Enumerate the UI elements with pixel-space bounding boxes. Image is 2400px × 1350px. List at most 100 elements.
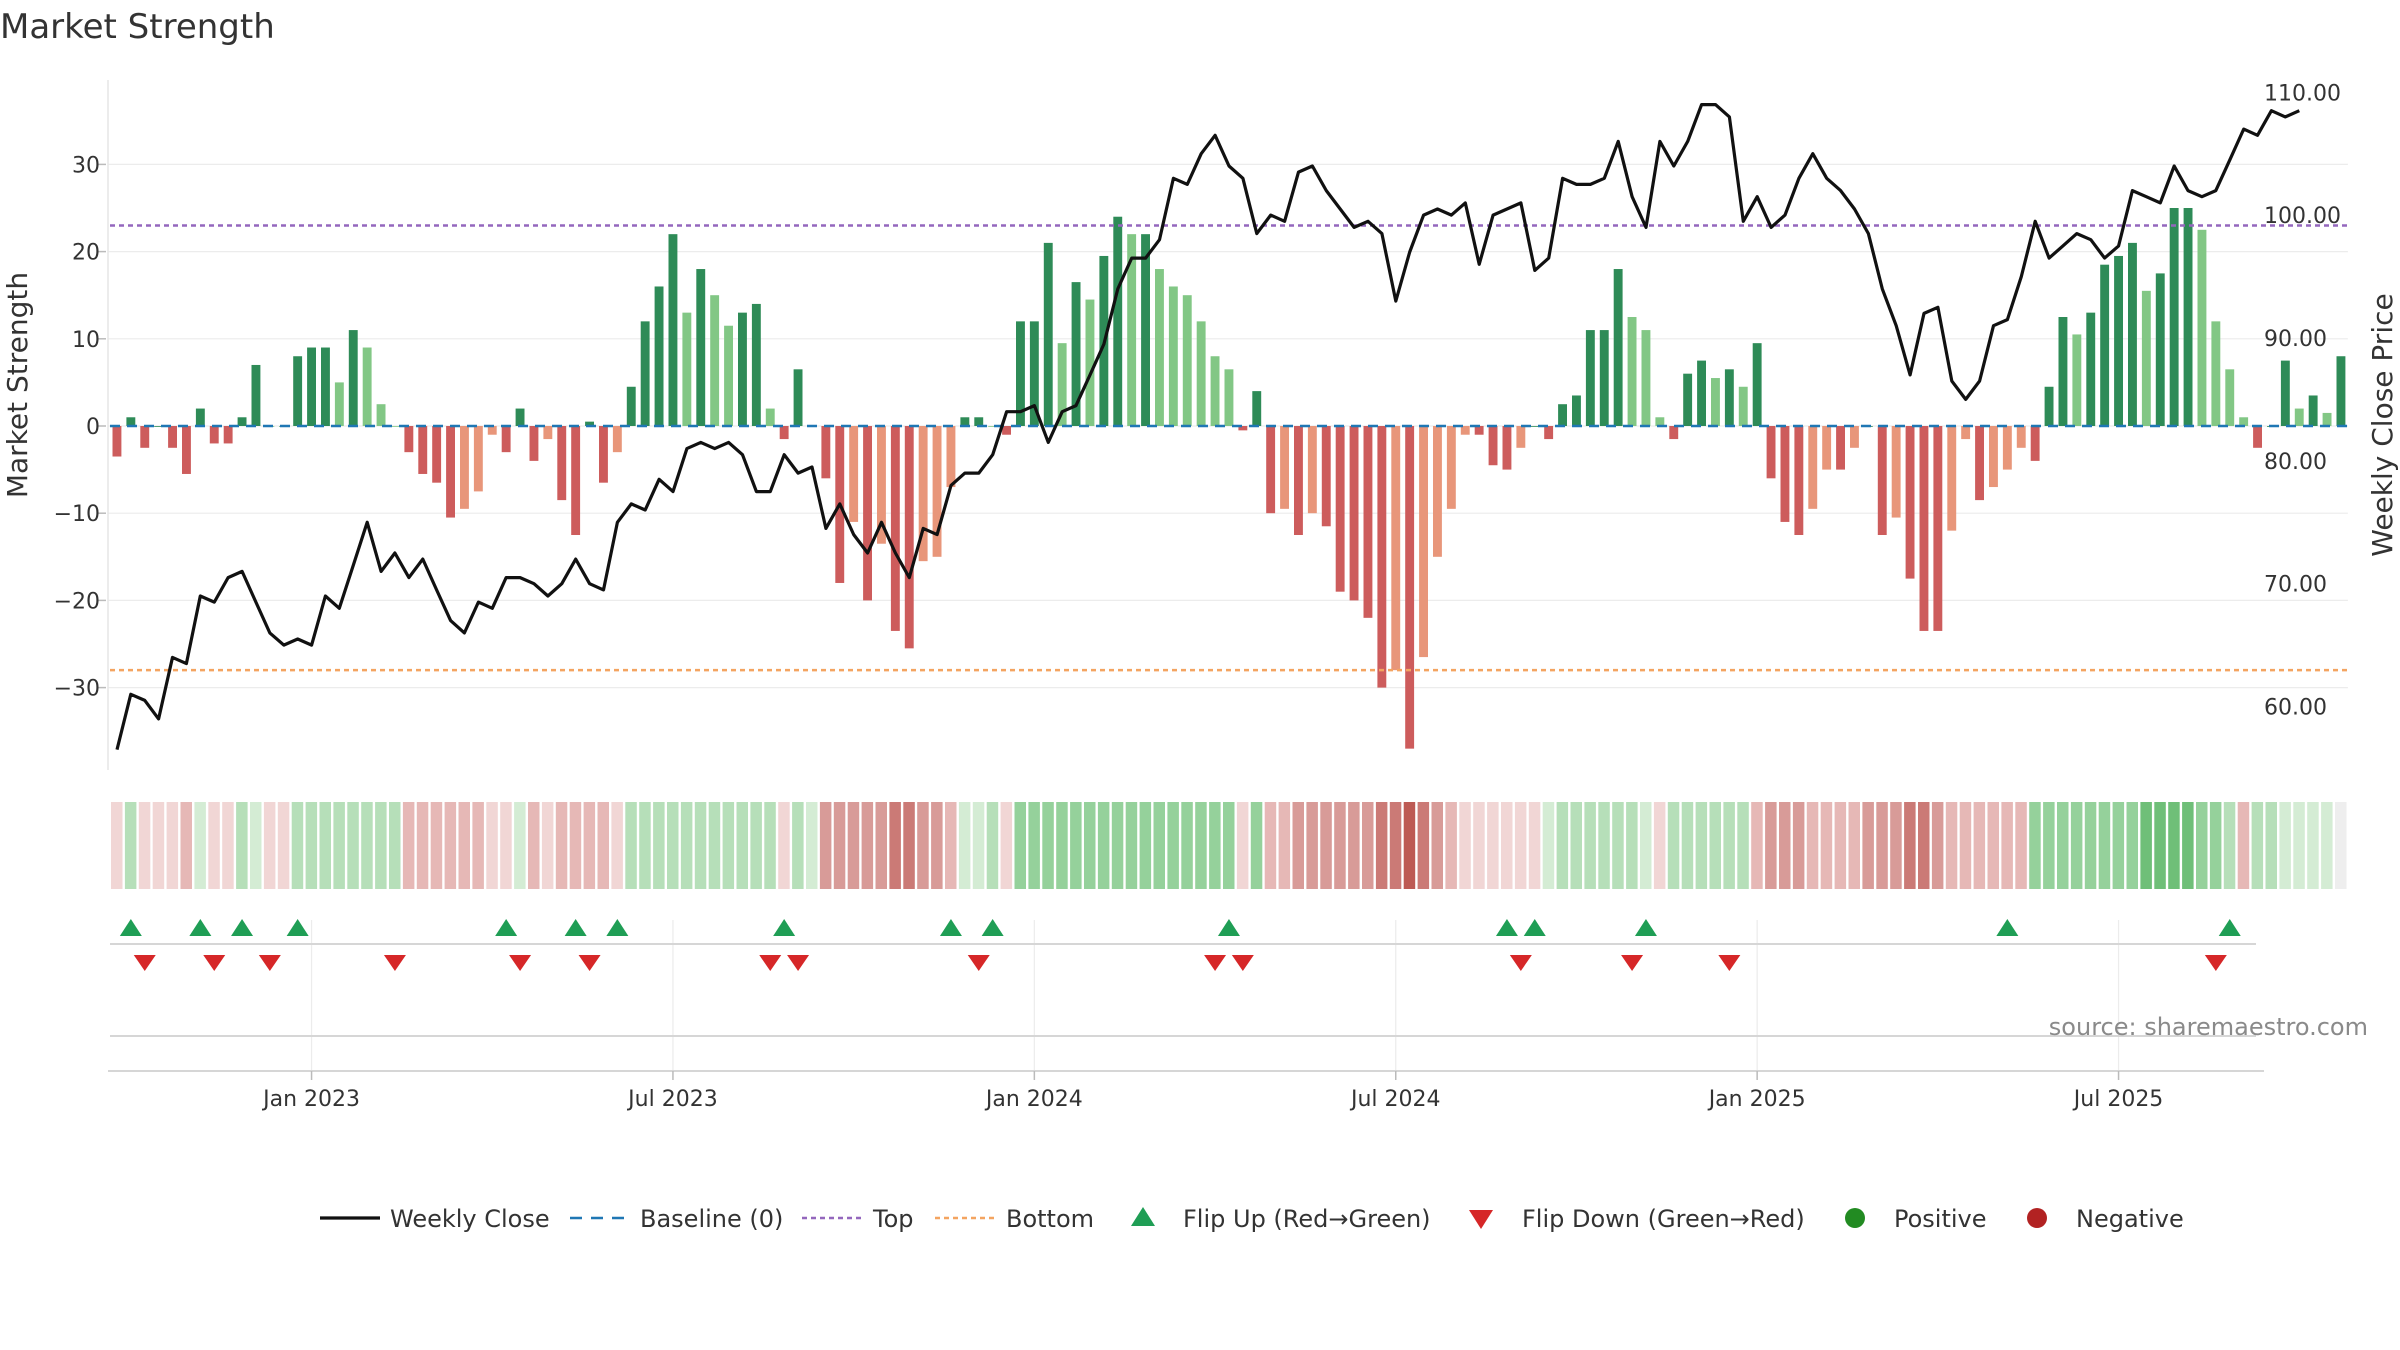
strength-bar — [1002, 426, 1011, 435]
flip-down-marker — [578, 955, 601, 971]
flip-down-marker — [258, 955, 281, 971]
band-cell — [667, 802, 679, 889]
flip-down-marker — [203, 955, 226, 971]
legend-item: Positive — [1845, 1205, 1987, 1233]
strength-bar — [1877, 426, 1887, 535]
strength-bar — [2128, 242, 2137, 426]
strength-bar — [1460, 426, 1470, 435]
y2-tick-label: 100.00 — [2264, 204, 2341, 229]
flip-down-marker — [1509, 955, 1532, 971]
band-cell — [764, 802, 776, 889]
strength-bar — [2016, 426, 2026, 448]
legend-item: Baseline (0) — [570, 1205, 783, 1233]
band-cell — [1236, 802, 1249, 889]
strength-bar — [696, 269, 706, 426]
band-cell — [222, 802, 234, 889]
legend-swatch — [1845, 1208, 1865, 1228]
band-cell — [1876, 802, 1888, 889]
band-cell — [875, 802, 887, 889]
band-cell — [1612, 802, 1624, 889]
strength-bar — [2336, 356, 2346, 426]
flip-down-marker — [1718, 955, 1741, 971]
strength-bar — [1280, 426, 1289, 509]
band-cell — [986, 802, 999, 889]
strength-bar — [223, 426, 233, 444]
strength-bar — [2114, 255, 2123, 426]
strength-bar — [571, 426, 581, 535]
band-cell — [1918, 802, 1930, 889]
left-axis-ticks: 30 20 10 0 −10 −20 −30 — [54, 153, 106, 702]
legend-label: Baseline (0) — [640, 1205, 783, 1233]
strength-bar — [904, 426, 914, 649]
band-cell — [722, 802, 735, 889]
strength-bar — [654, 286, 664, 426]
flip-up-marker — [231, 919, 254, 936]
legend-label: Positive — [1894, 1205, 1987, 1233]
band-cell — [1362, 802, 1374, 889]
flip-down-marker — [1621, 955, 1644, 971]
strength-bar — [2044, 386, 2054, 426]
band-cell — [389, 802, 401, 889]
band-cell — [319, 802, 331, 889]
strength-bar — [209, 426, 219, 444]
flip-down-marker — [133, 955, 156, 971]
band-cell — [1904, 802, 1916, 889]
legend-item: Weekly Close — [320, 1205, 550, 1233]
band-cell — [1417, 802, 1430, 889]
flip-up-marker — [981, 919, 1004, 936]
y-axis-label: Market Strength — [1, 272, 34, 498]
band-cell — [1348, 802, 1360, 889]
band-cell — [1792, 802, 1805, 889]
strength-bar — [446, 426, 455, 518]
strength-bar — [2141, 290, 2151, 426]
strength-bar — [988, 426, 998, 427]
flip-up-marker — [1523, 919, 1546, 936]
strength-bar — [168, 426, 177, 448]
band-cell — [750, 802, 762, 889]
band-cell — [653, 802, 665, 889]
flip-up-marker — [939, 919, 962, 936]
band-cell — [569, 802, 582, 889]
band-cell — [819, 802, 832, 889]
strength-bar — [1474, 426, 1484, 435]
band-cell — [1973, 802, 1986, 889]
band-cell — [1403, 802, 1416, 889]
strength-bar — [334, 382, 344, 426]
strength-bar — [237, 417, 247, 426]
strength-bar — [974, 417, 984, 426]
band-cell — [1070, 802, 1082, 889]
strength-bar — [404, 426, 414, 453]
strength-bar — [1224, 369, 1234, 426]
band-cell — [2043, 802, 2055, 889]
strength-bar — [1113, 216, 1123, 426]
strength-bar — [1655, 417, 1665, 426]
strength-bar — [2211, 321, 2221, 426]
band-cell — [1292, 802, 1304, 889]
strength-bar — [1085, 299, 1095, 426]
strength-bar — [668, 234, 678, 426]
x-tick-label: Jul 2023 — [626, 1087, 718, 1112]
band-cell — [833, 802, 846, 889]
flip-up-marker — [495, 919, 518, 936]
band-cell — [2196, 802, 2208, 889]
strength-bar — [1641, 330, 1651, 426]
x-tick-label: Jan 2023 — [261, 1087, 360, 1112]
strength-bar — [1572, 395, 1581, 426]
strength-bar — [195, 408, 205, 426]
band-cell — [1862, 802, 1874, 889]
strength-bar — [1752, 343, 1762, 426]
legend-label: Negative — [2076, 1205, 2184, 1233]
flip-down-marker — [787, 955, 810, 971]
band-cell — [597, 802, 609, 889]
strength-bar — [1182, 295, 1192, 426]
strength-bar — [2308, 395, 2318, 426]
strength-bar — [2322, 412, 2332, 426]
y2-tick-label: 110.00 — [2264, 81, 2341, 106]
strength-bar — [1599, 330, 1609, 426]
strength-bar — [1391, 426, 1401, 671]
band-cell — [111, 802, 123, 889]
strength-bar — [1613, 269, 1623, 426]
band-cell — [166, 802, 179, 889]
band-cell — [861, 802, 874, 889]
